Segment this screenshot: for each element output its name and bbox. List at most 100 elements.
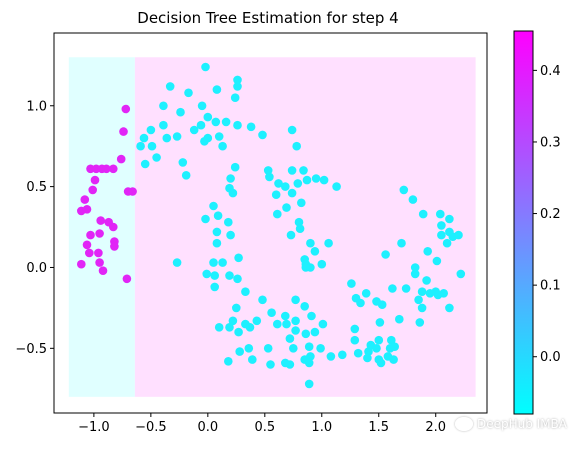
scatter-point xyxy=(109,164,118,174)
colorbar-tick-label: 0.0 xyxy=(540,350,561,365)
scatter-point xyxy=(233,82,242,91)
scatter-point xyxy=(218,258,227,267)
scatter-point xyxy=(252,316,262,326)
scatter-point xyxy=(234,253,243,263)
chart-title: Decision Tree Estimation for step 4 xyxy=(137,9,398,27)
scatter-point xyxy=(297,198,306,208)
scatter-point xyxy=(224,217,233,227)
scatter-point xyxy=(202,269,211,279)
y-tick-label: 0.5 xyxy=(26,180,47,195)
decision-region-1 xyxy=(134,57,476,397)
x-tick-label: −0.5 xyxy=(135,420,167,435)
scatter-point xyxy=(445,303,454,313)
scatter-point xyxy=(230,93,240,102)
scatter-point xyxy=(433,290,443,300)
scatter-point xyxy=(218,141,227,151)
scatter-point xyxy=(140,159,150,169)
plot-frame xyxy=(53,32,488,414)
scatter-point xyxy=(454,230,463,240)
x-tick-label: 1.5 xyxy=(368,420,389,435)
scatter-point xyxy=(233,75,242,85)
scatter-point xyxy=(307,311,316,321)
scatter-point xyxy=(436,209,445,219)
scatter-point xyxy=(263,344,273,353)
scatter-point xyxy=(86,230,95,240)
scatter-point xyxy=(381,250,390,259)
scatter-point xyxy=(319,175,329,185)
scatter-point xyxy=(224,357,233,366)
scatter-point xyxy=(181,171,191,180)
scatter-point xyxy=(356,298,365,308)
scatter-point xyxy=(228,316,238,326)
scatter-point xyxy=(110,242,119,251)
scatter-point xyxy=(267,308,276,318)
x-tick-label: 2.0 xyxy=(425,420,446,435)
scatter-point xyxy=(213,211,223,220)
scatter-point xyxy=(375,318,385,327)
scatter-point xyxy=(122,274,132,284)
colorbar-tick-label: 0.2 xyxy=(540,207,561,222)
scatter-point xyxy=(201,62,210,72)
scatter-point xyxy=(273,319,282,329)
scatter-point xyxy=(246,122,256,132)
scatter-point xyxy=(395,314,404,324)
scatter-point xyxy=(200,137,209,146)
scatter-point xyxy=(353,348,363,358)
scatter-point xyxy=(350,324,360,334)
scatter-point xyxy=(292,141,302,151)
scatter-point xyxy=(291,316,300,326)
y-tick-label: −0.5 xyxy=(15,342,47,357)
scatter-point xyxy=(230,162,240,172)
scatter-point xyxy=(397,238,406,248)
scatter-point xyxy=(285,360,295,369)
scatter-point xyxy=(286,230,296,240)
y-tick-label: 1.0 xyxy=(26,99,47,114)
decision-region-0 xyxy=(68,57,135,397)
scatter-point xyxy=(95,229,104,238)
scatter-point xyxy=(209,258,218,267)
scatter-point xyxy=(165,82,175,91)
scatter-point xyxy=(299,166,308,175)
scatter-point xyxy=(233,120,242,130)
scatter-point xyxy=(282,319,291,329)
scatter-point xyxy=(214,132,224,141)
scatter-point xyxy=(417,303,427,313)
scatter-point xyxy=(258,295,267,305)
scatter-point xyxy=(376,358,386,368)
scatter-point xyxy=(372,344,381,353)
scatter-point xyxy=(248,355,257,364)
scatter-point xyxy=(318,319,328,329)
scatter-point xyxy=(233,274,242,284)
scatter-point xyxy=(123,187,133,196)
scatter-point xyxy=(363,353,372,363)
scatter-point xyxy=(146,125,156,135)
scatter-point xyxy=(244,344,254,353)
scatter-point xyxy=(152,153,161,162)
scatter-point xyxy=(338,350,347,360)
scatter-point xyxy=(82,240,92,250)
scatter-point xyxy=(417,287,427,297)
scatter-point xyxy=(291,326,300,335)
scatter-point xyxy=(271,190,281,199)
scatter-point xyxy=(136,141,145,151)
scatter-point xyxy=(287,188,297,198)
scatter-point xyxy=(287,166,297,175)
scatter-point xyxy=(189,125,199,135)
scatter-point xyxy=(410,269,420,279)
scatter-point xyxy=(234,327,243,337)
scatter-point xyxy=(94,248,103,258)
scatter-point xyxy=(387,335,396,345)
scatter-point xyxy=(172,132,182,141)
scatter-point xyxy=(121,104,131,114)
scatter-point xyxy=(306,238,315,248)
scatter-point xyxy=(432,256,442,266)
scatter-point xyxy=(304,358,314,368)
x-tick-label: 0.5 xyxy=(254,420,275,435)
scatter-point xyxy=(311,174,321,183)
scatter-point xyxy=(423,247,433,256)
scatter-point xyxy=(274,179,283,188)
scatter-point xyxy=(287,125,297,135)
scatter-point xyxy=(85,248,94,258)
scatter-point xyxy=(159,120,168,130)
